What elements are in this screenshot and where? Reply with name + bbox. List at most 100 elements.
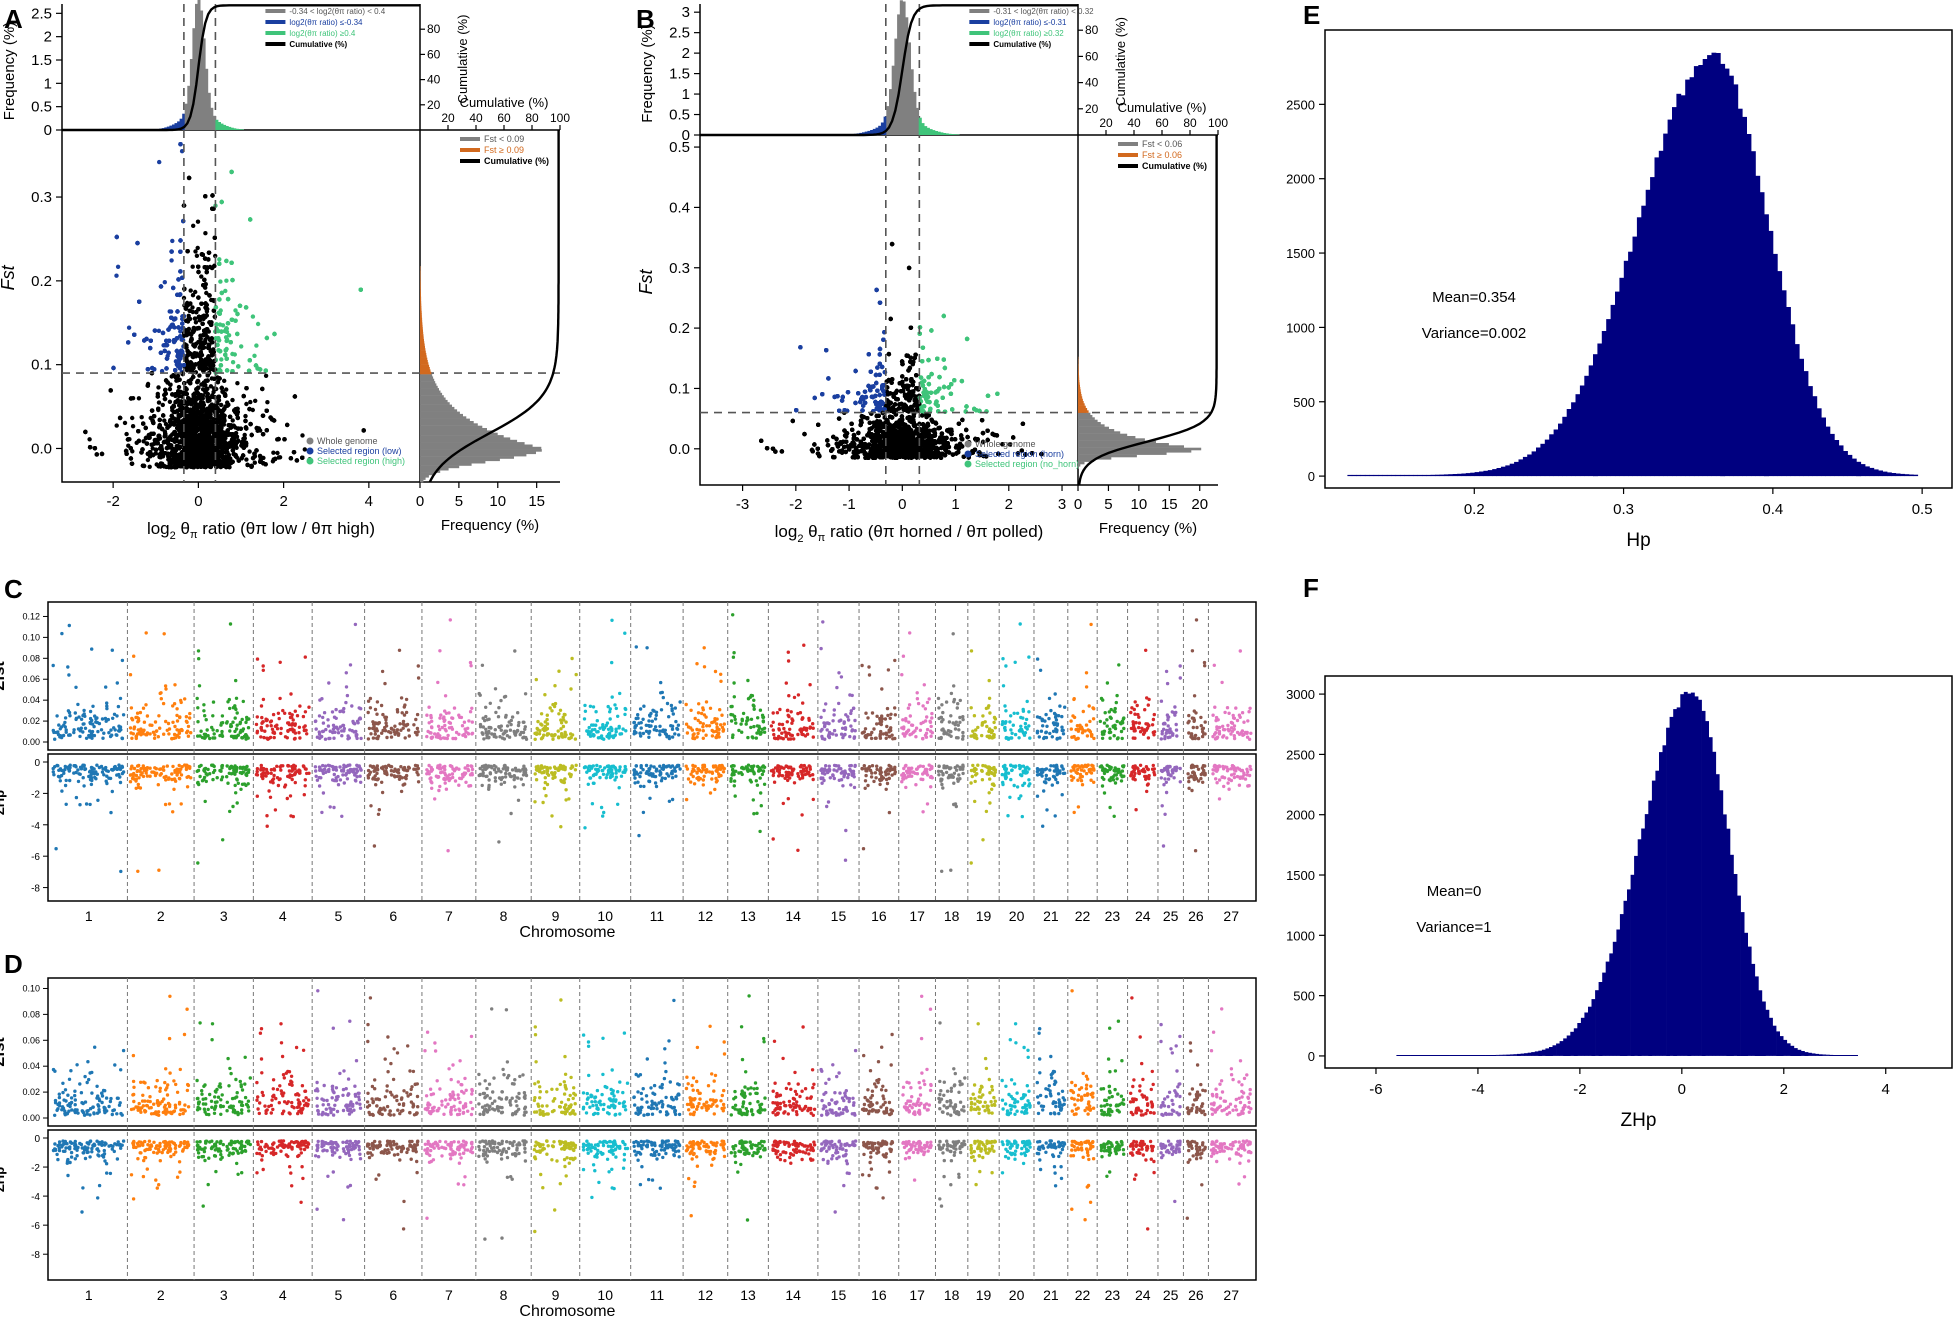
scatter-point xyxy=(248,421,253,427)
scatter-point xyxy=(243,305,249,310)
scatter-point xyxy=(114,423,119,428)
scatter-point xyxy=(130,415,135,421)
scatter-point xyxy=(239,344,244,349)
scatter-point xyxy=(135,240,140,246)
scatter-point xyxy=(164,356,170,361)
scatter-point xyxy=(224,338,229,344)
scatter-point xyxy=(228,425,234,430)
scatter-point xyxy=(177,419,182,424)
scatter-point xyxy=(204,453,210,459)
panel-label-f: F xyxy=(1303,573,1319,603)
scatter-point xyxy=(168,418,173,423)
scatter-point xyxy=(124,431,129,437)
scatter-point xyxy=(244,401,249,407)
scatter-point xyxy=(300,455,305,460)
scatter-point xyxy=(219,385,224,391)
scatter-point xyxy=(232,352,237,357)
scatter-point xyxy=(361,428,366,433)
scatter-point xyxy=(164,366,169,371)
scatter-point xyxy=(162,348,167,354)
scatter-point xyxy=(195,219,201,224)
scatter-point xyxy=(218,279,223,284)
scatter-point xyxy=(224,356,229,361)
scatter-point xyxy=(191,223,196,228)
scatter-point xyxy=(178,431,183,436)
scatter-point xyxy=(265,400,270,405)
scatter-point xyxy=(247,406,252,412)
scatter-point xyxy=(165,425,170,430)
scatter-point xyxy=(222,413,227,418)
scatter-point xyxy=(245,462,250,468)
scatter-point xyxy=(244,386,249,391)
scatter-point xyxy=(253,398,258,403)
scatter-point xyxy=(219,402,224,408)
panel-label-a: A xyxy=(4,4,23,34)
scatter-point xyxy=(282,437,287,442)
scatter-point xyxy=(203,194,208,199)
scatter-point xyxy=(241,393,246,399)
scatter-point xyxy=(99,451,105,457)
scatter-point xyxy=(130,424,136,429)
scatter-point xyxy=(212,376,217,381)
scatter-point xyxy=(123,448,129,454)
scatter-point xyxy=(200,393,206,398)
scatter-point xyxy=(196,269,201,275)
scatter-point xyxy=(223,352,228,357)
scatter-point xyxy=(162,418,167,423)
scatter-point xyxy=(211,389,216,395)
scatter-point xyxy=(170,453,176,458)
scatter-point xyxy=(196,385,201,390)
scatter-point xyxy=(126,340,131,345)
panel-label-b: B xyxy=(636,4,655,34)
scatter-point xyxy=(247,449,252,454)
scatter-point xyxy=(176,452,182,457)
scatter-point xyxy=(208,384,214,389)
scatter-points xyxy=(83,142,366,470)
scatter-point xyxy=(87,445,93,450)
scatter-point xyxy=(196,361,202,366)
scatter-point xyxy=(208,322,214,327)
scatter-point xyxy=(235,415,240,421)
scatter-point xyxy=(166,350,171,355)
scatter-point xyxy=(216,408,221,413)
scatter-point xyxy=(243,413,248,419)
scatter-point xyxy=(189,337,194,342)
scatter-point xyxy=(147,435,152,440)
scatter-point xyxy=(264,428,269,433)
scatter-point xyxy=(178,329,183,334)
scatter-point xyxy=(291,450,297,455)
scatter-point xyxy=(190,293,196,298)
scatter-point xyxy=(157,433,162,439)
scatter-point xyxy=(217,297,222,302)
scatter-point xyxy=(271,450,276,455)
scatter-point xyxy=(216,348,221,353)
scatter-point xyxy=(217,261,222,266)
scatter-point xyxy=(213,253,218,259)
scatter-point xyxy=(111,365,116,371)
scatter-point xyxy=(208,363,213,368)
scatter-point xyxy=(136,396,142,401)
scatter-point xyxy=(233,430,239,436)
scatter-point xyxy=(235,438,241,443)
scatter-point xyxy=(132,332,137,337)
scatter-point xyxy=(223,335,229,340)
scatter-point xyxy=(229,260,234,265)
scatter-point xyxy=(144,441,150,446)
scatter-point xyxy=(243,418,248,424)
scatter-point xyxy=(139,415,144,420)
scatter-point xyxy=(167,399,173,404)
scatter-point xyxy=(260,386,265,392)
scatter-point xyxy=(272,331,277,337)
scatter-point xyxy=(191,374,196,380)
scatter-point xyxy=(141,421,146,426)
scatter-point xyxy=(83,429,88,435)
scatter-point xyxy=(223,393,228,398)
scatter-point xyxy=(254,343,259,348)
scatter-point xyxy=(249,464,254,469)
scatter-point xyxy=(158,350,164,355)
scatter-point xyxy=(145,383,150,388)
scatter-point xyxy=(235,311,240,317)
scatter-point xyxy=(236,364,241,369)
